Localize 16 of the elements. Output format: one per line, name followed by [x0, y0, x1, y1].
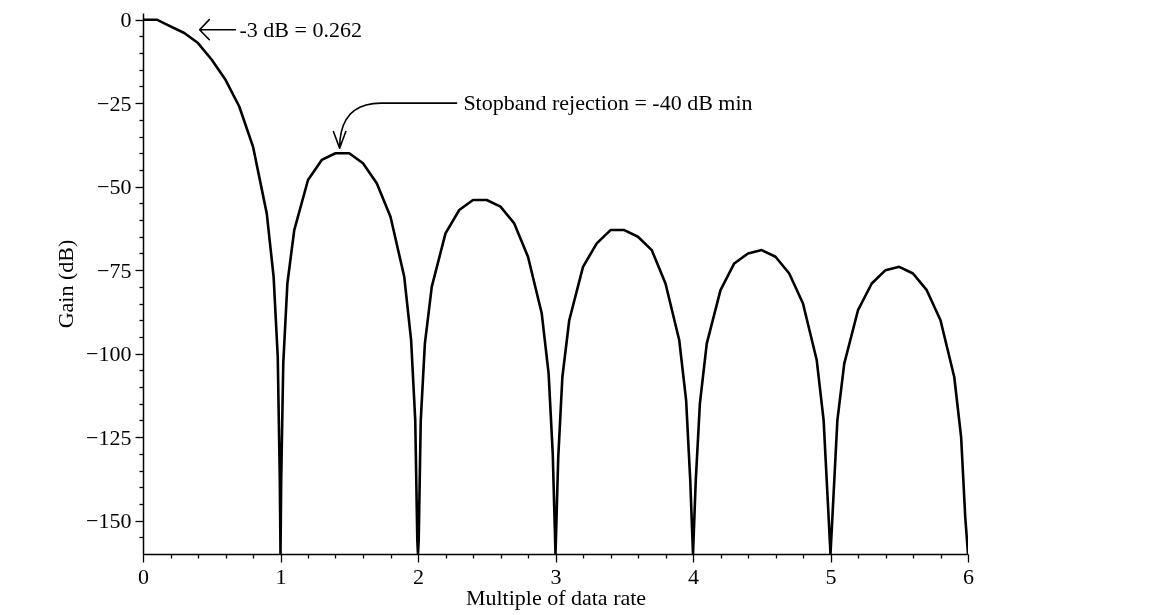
y-tick-label: 0 [120, 7, 132, 33]
y-tick-label: −100 [86, 341, 132, 367]
x-tick-label: 5 [825, 563, 837, 589]
y-tick-label: −50 [97, 174, 132, 200]
x-tick-label: 2 [413, 563, 424, 589]
y-tick-label: −25 [97, 90, 132, 116]
x-tick-label: 6 [963, 563, 974, 589]
x-tick-label: 4 [688, 563, 699, 589]
y-axis-title: Gain (dB) [53, 239, 79, 329]
y-tick-label: −75 [97, 257, 132, 283]
y-tick-label: −150 [86, 508, 132, 534]
y-tick-label: −125 [86, 424, 132, 450]
x-tick-label: 1 [275, 563, 287, 589]
annotation: Stopband rejection = -40 dB min [463, 90, 753, 116]
x-tick-label: 0 [138, 563, 149, 589]
annotation: -3 dB = 0.262 [239, 16, 362, 42]
